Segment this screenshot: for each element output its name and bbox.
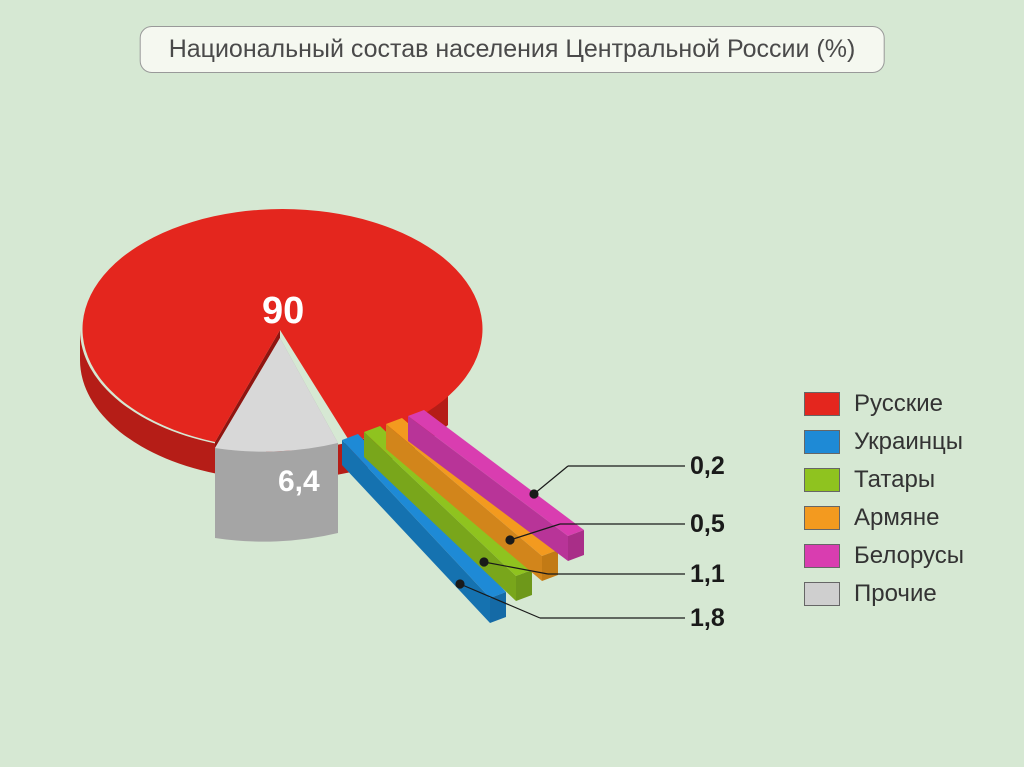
legend-label: Русские xyxy=(854,390,943,418)
legend-swatch xyxy=(804,506,840,530)
legend-label: Украинцы xyxy=(854,428,963,456)
callout-value: 1,1 xyxy=(690,560,725,589)
callout-value: 0,5 xyxy=(690,510,725,539)
legend: Русские Украинцы Татары Армяне Белорусы Прочи… xyxy=(804,390,964,618)
legend-swatch xyxy=(804,544,840,568)
callout-value: 0,2 xyxy=(690,452,725,481)
legend-swatch xyxy=(804,582,840,606)
legend-item: Украинцы xyxy=(804,428,964,456)
legend-label: Прочие xyxy=(854,580,937,608)
legend-item: Армяне xyxy=(804,504,964,532)
pie-others-value: 6,4 xyxy=(278,465,320,499)
legend-label: Белорусы xyxy=(854,542,964,570)
pie-main-value: 90 xyxy=(262,290,304,333)
legend-swatch xyxy=(804,392,840,416)
legend-item: Белорусы xyxy=(804,542,964,570)
legend-item: Татары xyxy=(804,466,964,494)
legend-swatch xyxy=(804,468,840,492)
legend-item: Прочие xyxy=(804,580,964,608)
legend-swatch xyxy=(804,430,840,454)
legend-item: Русские xyxy=(804,390,964,418)
legend-label: Татары xyxy=(854,466,935,494)
legend-label: Армяне xyxy=(854,504,939,532)
callout-value: 1,8 xyxy=(690,604,725,633)
pie-chart xyxy=(0,0,1024,767)
